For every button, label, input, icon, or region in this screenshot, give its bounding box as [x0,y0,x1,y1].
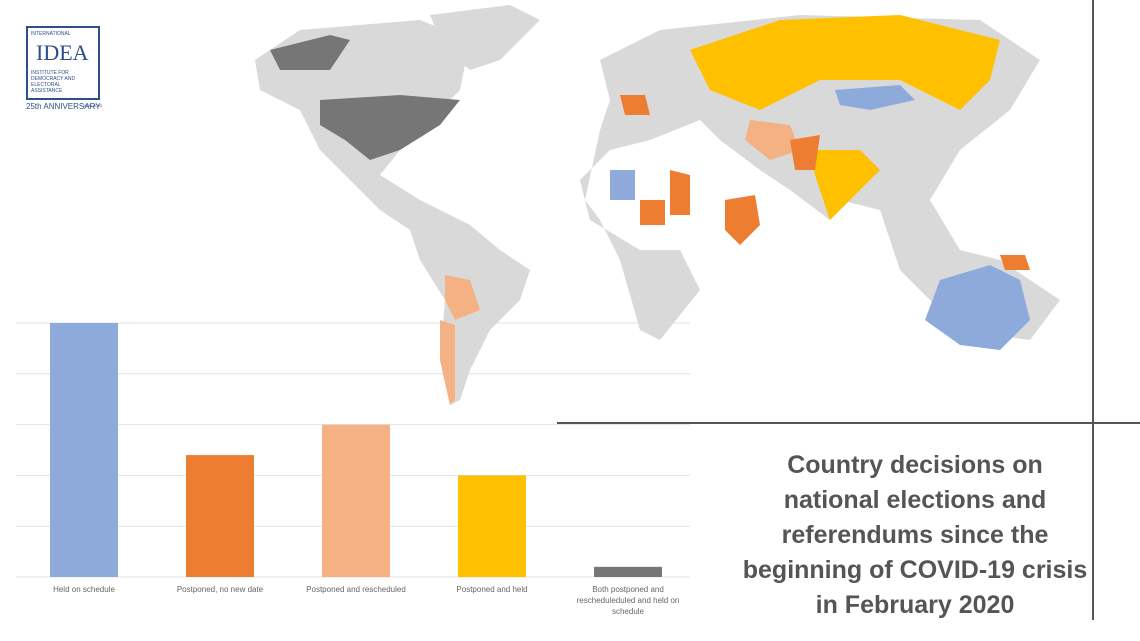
logo-text: INSTITUTE FOR DEMOCRACY AND ELECTORAL AS… [31,70,76,94]
world-map [255,5,1060,405]
x-tick-label: Postponed and rescheduled [306,585,406,594]
x-tick-label: Postponed, no new date [176,585,264,594]
bar [322,424,390,577]
bars [50,323,662,577]
logo-anniversary: 25th ANNIVERSARY [26,102,101,111]
x-tick-label: Both postponed and rescheduleduled and h… [576,585,680,616]
bar [594,566,662,577]
logo-text: INTERNATIONAL [31,31,71,37]
x-tick-label: Postponed and held [456,585,528,594]
chart-title: Country decisions on national elections … [742,451,1088,619]
logo-box: INTERNATIONAL IDEA INSTITUTE FOR DEMOCRA… [26,26,100,100]
bar [50,323,118,577]
logo-name: IDEA [36,40,89,65]
logo: INTERNATIONAL IDEA INSTITUTE FOR DEMOCRA… [26,26,102,111]
bar [458,475,526,577]
logo-years: 1995-2020 [82,103,102,108]
bar [186,455,254,577]
x-tick-label: Held on schedule [53,585,115,594]
